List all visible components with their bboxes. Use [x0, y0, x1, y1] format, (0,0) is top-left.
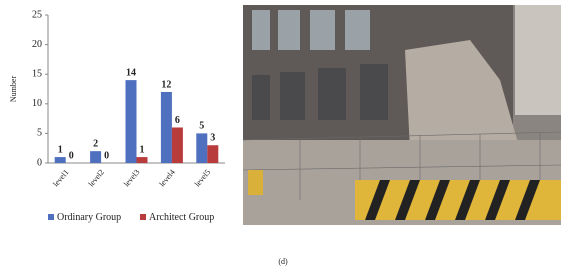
legend-label: Architect Group: [149, 212, 214, 223]
bar: [55, 157, 66, 163]
window: [360, 64, 388, 120]
value-label: 2: [93, 138, 98, 149]
y-tick-label: 25: [32, 9, 42, 20]
window: [310, 10, 335, 50]
legend-swatch: [48, 214, 54, 220]
value-label: 3: [210, 133, 215, 144]
x-tick-label: level2: [87, 168, 106, 189]
value-label: 1: [140, 144, 145, 155]
value-label: 12: [161, 79, 171, 90]
bar: [172, 127, 183, 163]
window: [252, 75, 270, 120]
value-label: 14: [126, 67, 136, 78]
bar: [137, 157, 148, 163]
value-label: 0: [69, 150, 74, 161]
bar: [90, 151, 101, 163]
x-tick-label: level5: [193, 168, 212, 189]
window: [280, 72, 305, 120]
value-label: 6: [175, 115, 180, 126]
y-tick-label: 0: [37, 157, 42, 168]
y-axis-label: Number: [9, 76, 18, 103]
legend-label: Ordinary Group: [57, 212, 121, 223]
x-tick-label: level3: [122, 168, 141, 189]
x-tick-label: level1: [51, 168, 70, 189]
window: [318, 68, 346, 120]
window: [252, 10, 270, 50]
page: Number (d) 0510152025level110level220lev…: [0, 0, 561, 278]
barrier-small: [248, 170, 263, 195]
value-label: 1: [58, 144, 63, 155]
caption: (d): [278, 257, 288, 266]
adjacent-building: [515, 5, 561, 115]
y-tick-label: 5: [37, 128, 42, 139]
x-tick-label: level4: [157, 168, 176, 189]
value-label: 5: [199, 121, 204, 132]
window: [345, 10, 370, 50]
y-tick-label: 10: [32, 98, 42, 109]
y-tick-label: 20: [32, 39, 42, 50]
bar: [207, 145, 218, 163]
window: [278, 10, 300, 50]
y-tick-label: 15: [32, 68, 42, 79]
value-label: 0: [104, 150, 109, 161]
photo: [243, 5, 561, 225]
figure: Number (d) 0510152025level110level220lev…: [0, 0, 561, 273]
bar: [161, 92, 172, 163]
legend-swatch: [140, 214, 146, 220]
bar: [126, 80, 137, 163]
bar: [196, 133, 207, 163]
